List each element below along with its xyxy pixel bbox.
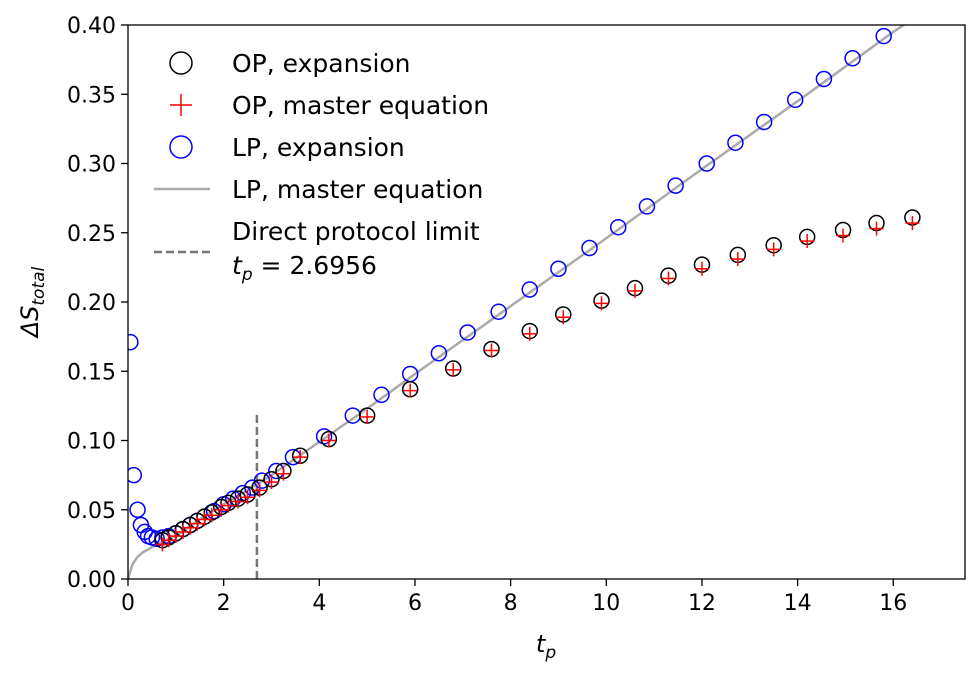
legend-op-expansion-marker bbox=[169, 51, 193, 75]
y-tick-label: 0.20 bbox=[67, 291, 116, 316]
op-master-point bbox=[869, 221, 884, 236]
y-tick-label: 0.35 bbox=[67, 83, 116, 108]
op-master-point bbox=[730, 252, 745, 267]
lp-expansion-point bbox=[373, 386, 390, 404]
lp-expansion-point bbox=[755, 113, 773, 131]
legend-lp-master-label: LP, master equation bbox=[232, 175, 483, 204]
series-layer bbox=[128, 25, 921, 579]
x-tick-label: 14 bbox=[784, 591, 812, 616]
op-master-point bbox=[484, 343, 499, 358]
op-master-point bbox=[661, 271, 676, 286]
y-tick-label: 0.30 bbox=[67, 153, 116, 178]
lp-expansion-point bbox=[459, 324, 476, 341]
op-master-point bbox=[293, 450, 308, 465]
lp-expansion-point bbox=[609, 218, 627, 236]
op-master-point bbox=[240, 490, 255, 505]
legend-direct-limit-label-1: Direct protocol limit bbox=[232, 217, 480, 246]
lp-expansion-point bbox=[844, 49, 861, 67]
lp-expansion-point bbox=[875, 27, 892, 45]
legend-op-master-label: OP, master equation bbox=[232, 91, 489, 120]
op-master-point bbox=[252, 483, 267, 498]
lp-expansion-point bbox=[815, 70, 833, 88]
op-master-point bbox=[360, 409, 375, 424]
x-tick-label: 8 bbox=[504, 591, 518, 616]
op-master-point bbox=[168, 529, 183, 544]
lp-expansion-point bbox=[638, 198, 656, 215]
lp-expansion-point bbox=[315, 428, 333, 445]
lp-expansion-point bbox=[667, 177, 684, 194]
op-master-point bbox=[176, 524, 191, 539]
op-master-point bbox=[403, 383, 418, 398]
lp-expansion-point bbox=[128, 466, 142, 484]
op-master-point bbox=[694, 261, 709, 276]
op-master-point bbox=[197, 512, 212, 527]
lp-expansion-point bbox=[698, 155, 715, 172]
lp-expansion-point bbox=[581, 239, 598, 257]
op-master-point bbox=[627, 283, 642, 298]
y-tick-label: 0.15 bbox=[67, 360, 116, 385]
op-master-point bbox=[221, 498, 236, 513]
y-tick-label: 0.05 bbox=[67, 499, 116, 524]
op-master-point bbox=[321, 433, 336, 448]
y-axis-label: ΔStotal bbox=[16, 266, 49, 339]
x-tick-label: 12 bbox=[688, 591, 716, 616]
x-tick-label: 4 bbox=[312, 591, 326, 616]
op-master-point bbox=[264, 475, 279, 490]
x-tick-label: 2 bbox=[217, 591, 231, 616]
op-master-point bbox=[446, 362, 461, 377]
lp-expansion-point bbox=[129, 501, 146, 518]
op-master-point bbox=[766, 242, 781, 257]
lp-expansion-point bbox=[521, 281, 539, 298]
y-tick-label: 0.40 bbox=[67, 14, 116, 39]
legend-lp-expansion-marker bbox=[169, 135, 193, 159]
lp-expansion-point bbox=[550, 260, 567, 278]
x-axis-label: tp bbox=[536, 630, 556, 663]
x-tick-label: 6 bbox=[408, 591, 422, 616]
lp-expansion-point bbox=[148, 530, 165, 548]
x-tick-label: 16 bbox=[879, 591, 907, 616]
lp-expansion-point bbox=[430, 344, 448, 362]
op-master-point bbox=[522, 326, 537, 341]
op-master-point bbox=[276, 466, 291, 481]
op-master-point bbox=[161, 533, 176, 548]
y-tick-label: 0.10 bbox=[67, 430, 116, 455]
legend-lp-expansion-label: LP, expansion bbox=[232, 133, 405, 162]
ticks-layer: 0 2 4 6 8 10 12 14 16 0.00 0.05 0.10 0.15 0.20 0.25 0.3… bbox=[67, 14, 907, 616]
op-master-point bbox=[836, 228, 851, 243]
lp-master-line bbox=[128, 25, 906, 579]
op-master-point bbox=[183, 520, 198, 535]
legend: OP, expansion OP, master equation LP, ex… bbox=[154, 49, 489, 285]
op-master-point bbox=[556, 310, 571, 325]
legend-op-master-marker bbox=[170, 94, 192, 116]
legend-op-expansion-label: OP, expansion bbox=[232, 49, 411, 78]
x-tick-label: 10 bbox=[592, 591, 620, 616]
op-master-point bbox=[214, 502, 229, 517]
lp-expansion-point bbox=[253, 472, 271, 489]
x-tick-label: 0 bbox=[121, 591, 135, 616]
y-tick-label: 0.25 bbox=[67, 222, 116, 247]
y-tick-label: 0.00 bbox=[67, 568, 116, 593]
lp-expansion-point bbox=[128, 333, 139, 351]
op-master-point bbox=[190, 516, 205, 531]
op-master-point bbox=[594, 296, 609, 311]
op-master-point bbox=[204, 508, 219, 523]
op-master-point bbox=[231, 494, 246, 509]
lp-expansion-point bbox=[727, 134, 744, 151]
lp-expansion-point bbox=[786, 91, 804, 109]
op-master-point bbox=[905, 216, 920, 231]
op-master-point bbox=[800, 234, 815, 249]
lp-expansion-point bbox=[490, 303, 507, 320]
legend-direct-limit-label-2: tp = 2.6956 bbox=[232, 251, 377, 285]
